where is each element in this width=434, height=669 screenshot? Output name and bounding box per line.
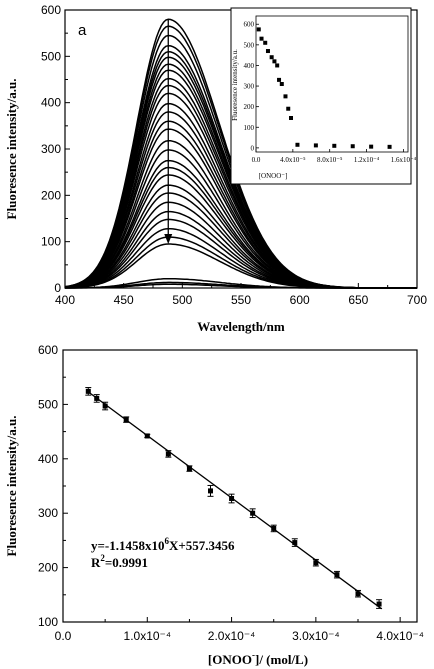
calibration-y-tick-label: 500 <box>38 397 58 411</box>
spectra-y-tick-label: 100 <box>41 235 61 249</box>
regression-line <box>86 390 382 610</box>
spectra-x-tick-label: 650 <box>348 293 368 307</box>
calibration-point <box>94 395 100 401</box>
inset-point <box>259 36 264 41</box>
spectra-x-tick-label: 550 <box>231 293 251 307</box>
inset-x-axis-label: [ONOO⁻] <box>259 172 288 180</box>
calibration-point <box>229 496 235 502</box>
inset-y-tick-label: 400 <box>244 62 255 70</box>
calibration-point <box>271 525 277 531</box>
calibration-x-tick-label: 1.0x10⁻⁴ <box>124 629 172 643</box>
inset-y-tick-label: 500 <box>244 41 255 49</box>
inset-y-ticks: 0 100 200 300 400 500 600 <box>244 21 259 152</box>
calibration-point <box>250 510 256 516</box>
spectra-y-ticks: 0 100 200 300 400 500 600 <box>41 3 70 295</box>
inset-point <box>283 94 288 99</box>
inset-y-tick-label: 300 <box>244 83 255 91</box>
calibration-point <box>376 601 382 607</box>
calibration-x-tick-label: 0.0 <box>55 629 72 643</box>
calibration-points <box>85 387 383 609</box>
inset-point <box>286 106 291 111</box>
inset-point <box>265 49 270 54</box>
calibration-point <box>334 572 340 578</box>
inset-point <box>279 82 284 86</box>
spectra-x-ticks: 400 450 500 550 600 650 700 <box>55 283 427 307</box>
inset-point <box>269 55 274 60</box>
calibration-y-tick-label: 400 <box>38 452 58 466</box>
spectra-x-axis-label: Wavelength/nm <box>197 319 285 334</box>
panel-label: a <box>78 22 87 39</box>
inset-x-tick-label: 1.6x10⁻⁴ <box>391 156 417 164</box>
inset-y-axis-label: Fluoresence intensity/a.u. <box>231 49 239 121</box>
inset-y-tick-label: 200 <box>244 103 255 111</box>
inset-x-tick-label: 0.0 <box>252 156 261 164</box>
calibration-point <box>144 433 150 439</box>
fit-equation: y=-1.1458x106X+557.3456 <box>91 536 235 553</box>
calibration-y-axis-label: Fluoresence intensity/a.u. <box>4 416 19 557</box>
calibration-plot-frame <box>62 349 418 623</box>
spectra-y-axis-label: Fluoresence intensity/a.u. <box>4 79 19 220</box>
calibration-y-tick-label: 200 <box>38 561 58 575</box>
inset-point <box>313 143 318 148</box>
inset-y-tick-label: 600 <box>244 21 255 29</box>
spectra-y-tick-label: 500 <box>41 49 61 63</box>
inset-chart: 0.0 4.0x10⁻⁵ 8.0x10⁻⁵ 1.2x10⁻⁴ 1.6x10⁻⁴ 0 100… <box>230 7 417 185</box>
calibration-point <box>313 560 319 566</box>
inset-point <box>387 144 392 149</box>
calibration-point <box>292 540 298 546</box>
inset-x-ticks: 0.0 4.0x10⁻⁵ 8.0x10⁻⁵ 1.2x10⁻⁴ 1.6x10⁻⁴ <box>252 149 417 164</box>
spectra-x-tick-label: 700 <box>407 293 427 307</box>
r-squared: R2=0.9991 <box>91 553 148 570</box>
calibration-y-tick-label: 100 <box>38 615 58 629</box>
inset-plot-frame <box>255 15 409 153</box>
inset-point <box>289 116 294 120</box>
inset-point <box>350 144 355 149</box>
calibration-point <box>355 591 361 597</box>
inset-y-tick-label: 100 <box>244 124 255 132</box>
spectra-y-tick-label: 300 <box>41 142 61 156</box>
spectra-x-tick-label: 500 <box>172 293 192 307</box>
spectra-x-tick-label: 450 <box>114 293 134 307</box>
spectra-panel: 400 450 500 550 600 650 700 0 100 200 300 400 500 60… <box>4 3 427 334</box>
fit-line <box>86 390 382 610</box>
inset-point <box>369 144 374 149</box>
calibration-point <box>85 388 91 394</box>
calibration-x-tick-label: 4.0x10⁻⁴ <box>376 629 424 643</box>
arrow-head <box>164 233 173 244</box>
calibration-y-ticks: 100 200 300 400 500 600 <box>38 343 68 629</box>
calibration-y-tick-label: 300 <box>38 506 58 520</box>
calibration-x-ticks: 0.0 1.0x10⁻⁴ 2.0x10⁻⁴ 3.0x10⁻⁴ 4.0x10⁻⁴ <box>55 617 424 643</box>
calibration-x-axis-label: [ONOO-]/ (mol/L) <box>208 650 308 667</box>
calibration-point <box>123 417 129 423</box>
spectra-y-tick-label: 600 <box>41 3 61 17</box>
quench-arrow <box>164 19 173 244</box>
inset-x-tick-label: 1.2x10⁻⁴ <box>354 156 380 164</box>
inset-y-tick-label: 0 <box>251 144 255 152</box>
calibration-point <box>165 451 171 457</box>
inset-point <box>272 59 277 64</box>
calibration-point <box>186 466 192 472</box>
inset-points <box>256 27 392 149</box>
calibration-x-tick-label: 3.0x10⁻⁴ <box>292 629 340 643</box>
inset-point <box>263 40 268 45</box>
inset-point <box>277 77 282 82</box>
inset-point <box>256 27 261 32</box>
spectra-x-tick-label: 600 <box>290 293 310 307</box>
spectra-x-tick-label: 400 <box>55 293 75 307</box>
calibration-point <box>208 488 213 494</box>
calibration-y-tick-label: 600 <box>38 343 58 357</box>
inset-point <box>275 63 280 68</box>
calibration-panel: 0.0 1.0x10⁻⁴ 2.0x10⁻⁴ 3.0x10⁻⁴ 4.0x10⁻⁴ 100 2… <box>4 343 424 667</box>
calibration-x-tick-label: 2.0x10⁻⁴ <box>208 629 256 643</box>
inset-point <box>332 143 337 148</box>
spectra-y-tick-label: 0 <box>54 281 61 295</box>
inset-x-tick-label: 4.0x10⁻⁵ <box>280 156 306 164</box>
inset-x-tick-label: 8.0x10⁻⁵ <box>317 156 343 164</box>
inset-point <box>295 142 300 147</box>
spectra-y-tick-label: 200 <box>41 188 61 202</box>
spectra-y-tick-label: 400 <box>41 96 61 110</box>
calibration-point <box>102 403 108 409</box>
